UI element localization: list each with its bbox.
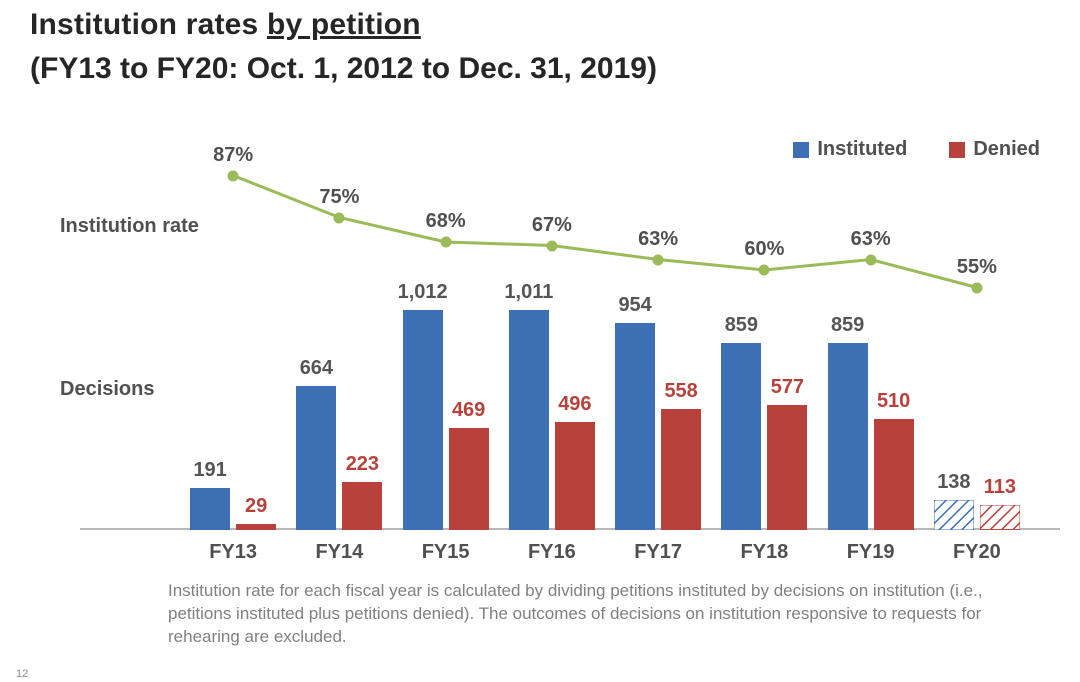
rate-point [228, 170, 239, 181]
bar-label-denied: 577 [771, 376, 804, 399]
bar-instituted [615, 323, 655, 530]
bar-label-instituted: 859 [831, 314, 864, 337]
bar-instituted [721, 343, 761, 530]
x-category-label: FY20 [953, 541, 1001, 564]
x-category-label: FY13 [209, 541, 257, 564]
rate-label: 63% [638, 228, 678, 251]
bar-denied [767, 405, 807, 530]
institution-rate-chart: Instituted Denied Institution rate Decis… [30, 120, 1060, 600]
rate-point [971, 282, 982, 293]
rate-label: 87% [213, 144, 253, 167]
rate-point [653, 254, 664, 265]
bar-label-instituted: 1,012 [398, 281, 448, 304]
page-subtitle: (FY13 to FY20: Oct. 1, 2012 to Dec. 31, … [30, 52, 657, 86]
bar-instituted [190, 488, 230, 530]
rate-label: 67% [532, 214, 572, 237]
bar-label-denied: 469 [452, 399, 485, 422]
bar-instituted [296, 386, 336, 530]
bar-denied [236, 524, 276, 530]
bar-instituted [934, 500, 974, 530]
chart-footnote: Institution rate for each fiscal year is… [168, 580, 1050, 649]
x-category-label: FY17 [634, 541, 682, 564]
bar-instituted [828, 343, 868, 530]
bar-label-instituted: 191 [193, 459, 226, 482]
rate-point [759, 265, 770, 276]
rate-point [865, 254, 876, 265]
bar-label-denied: 29 [245, 495, 267, 518]
x-category-label: FY19 [847, 541, 895, 564]
rate-label: 60% [744, 238, 784, 261]
bar-label-instituted: 859 [725, 314, 758, 337]
bar-instituted [403, 310, 443, 530]
rate-line [160, 120, 1050, 530]
bar-label-instituted: 1,011 [504, 281, 553, 304]
rate-label: 75% [319, 186, 359, 209]
bar-denied [980, 505, 1020, 530]
page-number: 12 [16, 668, 28, 680]
bar-denied [874, 419, 914, 530]
bar-label-instituted: 954 [618, 294, 651, 317]
bar-label-denied: 113 [984, 476, 1016, 499]
page-title: Institution rates by petition [30, 8, 421, 42]
rate-point [440, 237, 451, 248]
bar-denied [555, 422, 595, 530]
bar-label-denied: 558 [664, 380, 697, 403]
title-part1: Institution rates [30, 8, 267, 41]
bar-denied [449, 428, 489, 530]
bar-denied [342, 482, 382, 530]
bar-label-instituted: 664 [300, 357, 333, 380]
rate-point [334, 212, 345, 223]
axis-label-decisions: Decisions [60, 378, 154, 401]
rate-label: 63% [851, 228, 891, 251]
bar-denied [661, 409, 701, 530]
rate-label: 55% [957, 256, 997, 279]
bar-label-instituted: 138 [937, 471, 970, 494]
bar-label-denied: 223 [346, 453, 379, 476]
title-underlined: by petition [267, 8, 421, 41]
bar-label-denied: 496 [558, 393, 591, 416]
x-category-label: FY16 [528, 541, 576, 564]
rate-label: 68% [426, 210, 466, 233]
bar-instituted [509, 310, 549, 530]
x-category-label: FY18 [740, 541, 788, 564]
x-category-label: FY14 [315, 541, 363, 564]
plot-area: 19129FY1387%664223FY1475%1,012469FY1568%… [160, 120, 1050, 530]
rate-point [546, 240, 557, 251]
x-category-label: FY15 [422, 541, 470, 564]
bar-label-denied: 510 [877, 390, 910, 413]
